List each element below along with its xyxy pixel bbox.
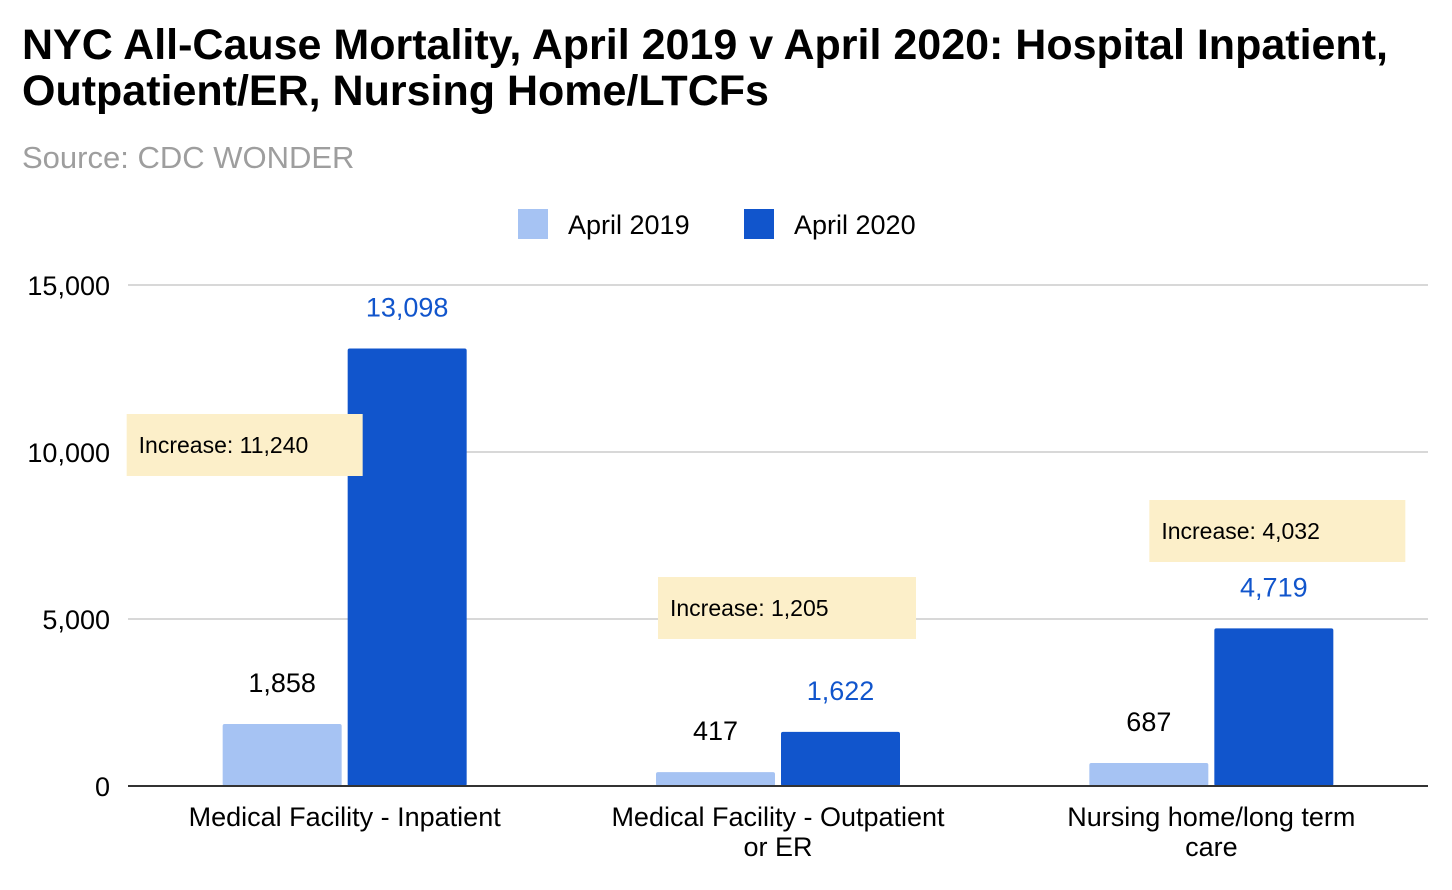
x-tick-label: or ER [743, 832, 812, 862]
bar-april-2019 [222, 723, 342, 786]
x-tick-label: Medical Facility - Outpatient [611, 802, 945, 832]
annotation-text: Increase: 1,205 [670, 595, 829, 621]
annotation-box [658, 577, 916, 639]
y-tick-label: 15,000 [27, 271, 110, 301]
y-tick-label: 10,000 [27, 438, 110, 468]
chart-title: NYC All-Cause Mortality, April 2019 v Ap… [22, 21, 1388, 115]
x-tick-label: Nursing home/long term [1067, 802, 1355, 832]
data-label: 417 [693, 716, 738, 746]
legend-swatch [744, 209, 774, 239]
data-label: 687 [1126, 707, 1171, 737]
legend-label: April 2020 [794, 210, 916, 240]
bar-april-2020 [347, 348, 467, 786]
bar-april-2019 [1089, 763, 1209, 786]
bar-april-2020 [781, 731, 900, 786]
legend-swatch [518, 209, 548, 239]
bar-april-2019 [656, 772, 775, 786]
annotation-box [126, 414, 363, 476]
chart-subtitle: Source: CDC WONDER [22, 140, 355, 175]
y-tick-label: 0 [95, 772, 110, 802]
y-tick-label: 5,000 [42, 605, 110, 635]
x-tick-label: Medical Facility - Inpatient [189, 802, 502, 832]
bar-april-2020 [1214, 628, 1334, 786]
data-label: 4,719 [1240, 572, 1308, 602]
data-label: 1,622 [807, 676, 875, 706]
data-label: 1,858 [248, 668, 316, 698]
data-label: 13,098 [366, 293, 449, 323]
legend-label: April 2019 [568, 210, 690, 240]
annotation-text: Increase: 11,240 [139, 432, 309, 458]
x-tick-label: care [1185, 832, 1238, 862]
annotation-box [1149, 500, 1406, 562]
annotation-text: Increase: 4,032 [1161, 518, 1320, 544]
